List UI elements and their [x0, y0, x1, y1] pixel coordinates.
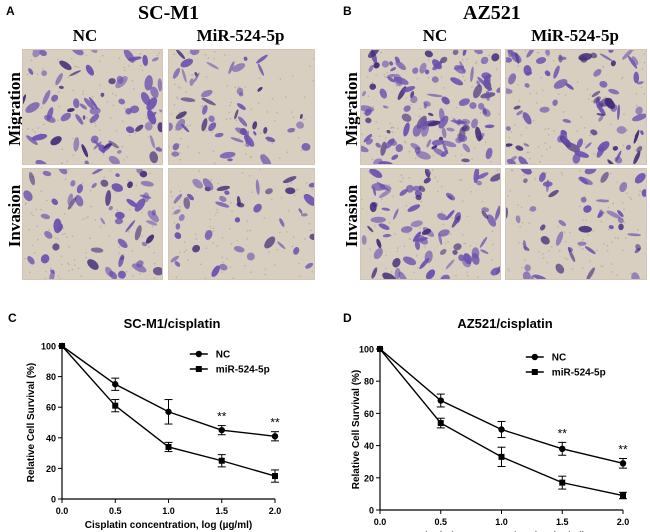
- y-tick-label: 20: [364, 473, 374, 483]
- significance-marker: **: [217, 410, 227, 424]
- data-point-nc: [559, 445, 566, 453]
- y-tick-label: 0: [369, 506, 374, 516]
- micrograph-b-migration-mir: [505, 49, 647, 165]
- panel-letter-c: C: [8, 311, 17, 325]
- x-tick-label: 0.5: [434, 517, 447, 527]
- x-tick-label: 0.0: [56, 506, 69, 516]
- cell-texture: [169, 50, 314, 164]
- y-tick-label: 100: [359, 345, 374, 355]
- micrograph-a-invasion-mir: [168, 168, 315, 280]
- data-point-mir: [59, 343, 65, 349]
- panel-letter-d: D: [343, 311, 352, 325]
- cell-texture: [169, 169, 314, 279]
- y-tick-label: 40: [46, 433, 56, 443]
- panel-a-title: SC-M1: [138, 2, 200, 24]
- data-point-mir: [498, 453, 505, 460]
- y-tick-label: 20: [46, 464, 56, 474]
- x-tick-label: 1.0: [162, 506, 175, 516]
- data-point-nc: [619, 460, 627, 467]
- y-tick-label: 80: [364, 377, 374, 387]
- x-tick-label: 0.5: [109, 506, 122, 516]
- panel-b-title: AZ521: [463, 2, 521, 24]
- x-axis-label: Cisplatin concentration, log (µg/ml): [85, 520, 252, 531]
- cell-texture: [361, 169, 500, 279]
- y-tick-label: 60: [46, 403, 56, 413]
- panel-a-col-nc: NC: [72, 26, 98, 45]
- x-tick-label: 2.0: [617, 517, 630, 527]
- y-tick-label: 80: [46, 372, 56, 382]
- y-tick-label: 60: [364, 409, 374, 419]
- data-point-mir: [377, 346, 383, 352]
- x-tick-label: 0.0: [374, 517, 387, 527]
- data-point-nc: [165, 408, 172, 415]
- legend-label: NC: [552, 353, 566, 364]
- panel-b-row-invasion: Invasion: [342, 184, 361, 248]
- data-point-nc: [498, 426, 505, 433]
- chart-title: AZ521/cisplatin: [457, 316, 552, 331]
- data-point-nc: [271, 433, 279, 440]
- panel-letter-a: A: [6, 4, 15, 18]
- x-tick-label: 1.5: [215, 506, 228, 516]
- cell-texture: [506, 50, 646, 164]
- micrograph-a-migration-mir: [168, 49, 315, 165]
- legend-label: NC: [216, 350, 230, 361]
- series-line-nc: [379, 348, 624, 464]
- chart-title: SC-M1/cisplatin: [124, 316, 221, 331]
- panel-b-row-migration: Migration: [342, 72, 361, 146]
- x-tick-label: 2.0: [269, 506, 282, 516]
- data-point-mir: [272, 473, 278, 480]
- data-point-nc: [437, 397, 444, 404]
- cell-texture: [361, 50, 500, 164]
- micrograph-b-invasion-mir: [505, 168, 647, 280]
- y-tick-label: 40: [364, 441, 374, 451]
- significance-marker: **: [558, 426, 568, 440]
- legend-marker-nc: [195, 350, 202, 358]
- panel-a-col-mir: MiR-524-5p: [196, 26, 285, 45]
- panel-b-col-nc: NC: [422, 26, 448, 45]
- y-tick-label: 100: [41, 342, 56, 352]
- data-point-mir: [218, 457, 225, 464]
- data-point-mir: [112, 402, 119, 409]
- legend-label: miR-524-5p: [552, 368, 606, 379]
- cell-texture: [506, 169, 646, 279]
- legend-marker-mir: [531, 369, 538, 375]
- cell-texture: [23, 50, 162, 164]
- micrograph-b-migration-nc: [360, 49, 501, 165]
- data-point-mir: [165, 443, 172, 450]
- cell-texture: [23, 169, 162, 279]
- data-point-mir: [437, 420, 444, 427]
- significance-marker: **: [270, 416, 280, 430]
- data-point-nc: [112, 381, 119, 388]
- x-tick-label: 1.0: [495, 517, 508, 527]
- legend-marker-nc: [531, 353, 538, 361]
- data-point-mir: [620, 492, 626, 499]
- data-point-mir: [559, 479, 566, 486]
- y-axis-label: Relative Cell Survival (%): [351, 370, 362, 490]
- panel-letter-b: B: [343, 4, 352, 18]
- legend-marker-mir: [195, 366, 202, 372]
- significance-marker: **: [618, 442, 628, 456]
- data-point-nc: [218, 426, 225, 434]
- y-axis-label: Relative Cell Survival (%): [26, 363, 37, 483]
- panel-b-col-mir: MiR-524-5p: [531, 26, 619, 45]
- chart-d: D AZ521/cisplatin 0 20 40 60 80 100 0.0 0.5 1.0 1.5…: [343, 311, 630, 532]
- x-tick-label: 1.5: [556, 517, 569, 527]
- legend-label: miR-524-5p: [216, 365, 270, 376]
- micrograph-a-invasion-nc: [22, 168, 163, 280]
- y-tick-label: 0: [51, 495, 56, 505]
- micrograph-a-migration-nc: [22, 49, 163, 165]
- chart-c: C SC-M1/cisplatin 0 20 40 60 80 100 0.0 0.5 1.0 1.5…: [8, 311, 282, 531]
- micrograph-b-invasion-nc: [360, 168, 501, 280]
